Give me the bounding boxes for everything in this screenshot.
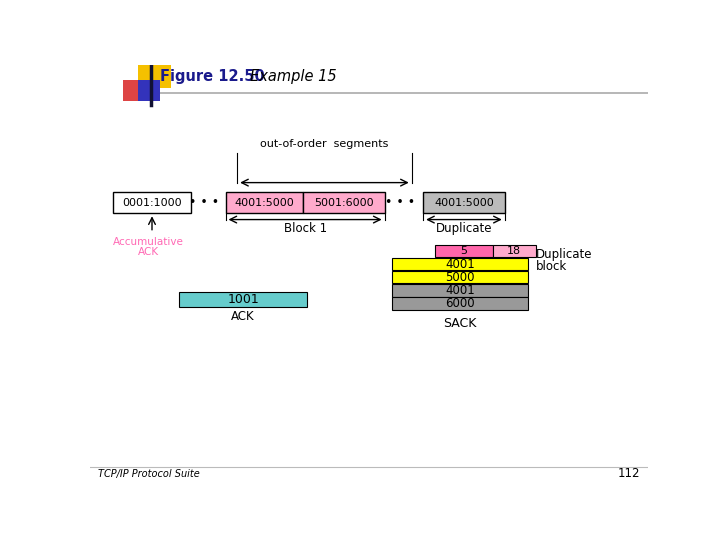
Bar [179, 292, 307, 307]
Text: 5: 5 [460, 246, 467, 256]
Text: 18: 18 [508, 246, 521, 256]
Text: 4001:5000: 4001:5000 [434, 198, 494, 207]
Bar [138, 80, 160, 101]
Text: 4001:5000: 4001:5000 [235, 198, 294, 207]
Text: 4001: 4001 [445, 258, 475, 271]
Bar [435, 245, 493, 257]
Bar [392, 298, 528, 309]
Text: 5001:6000: 5001:6000 [314, 198, 374, 207]
Bar [392, 284, 528, 296]
Text: 0001:1000: 0001:1000 [122, 198, 182, 207]
Text: Example 15: Example 15 [250, 69, 336, 84]
Bar [123, 80, 153, 101]
Bar [392, 258, 528, 271]
Text: 5000: 5000 [445, 271, 474, 284]
Bar [225, 192, 303, 213]
Bar [303, 192, 384, 213]
Text: • • •: • • • [189, 196, 219, 209]
Bar [423, 192, 505, 213]
Bar [138, 65, 171, 88]
Text: Duplicate: Duplicate [536, 248, 592, 261]
Bar [493, 245, 536, 257]
Text: ACK: ACK [231, 310, 255, 323]
Text: out-of-order  segments: out-of-order segments [260, 139, 389, 148]
Bar [113, 192, 191, 213]
Text: 1001: 1001 [228, 293, 259, 306]
Text: SACK: SACK [444, 318, 477, 330]
Text: 6000: 6000 [445, 297, 475, 310]
Text: block: block [536, 260, 567, 273]
Text: 4001: 4001 [445, 284, 475, 297]
Text: 112: 112 [618, 467, 640, 480]
Text: ACK: ACK [138, 247, 158, 257]
Bar [392, 271, 528, 284]
Text: Block 1: Block 1 [284, 222, 327, 235]
Text: TCP/IP Protocol Suite: TCP/IP Protocol Suite [98, 469, 199, 478]
Text: Duplicate: Duplicate [436, 222, 492, 235]
Text: Accumulative: Accumulative [113, 237, 184, 246]
Text: Figure 12.50: Figure 12.50 [160, 69, 264, 84]
Text: • • •: • • • [385, 196, 415, 209]
